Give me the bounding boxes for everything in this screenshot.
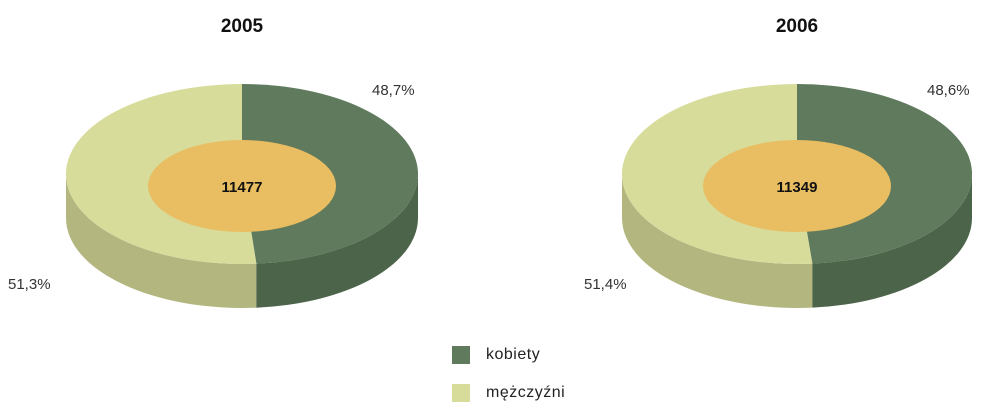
data-label-women: 48,7%: [372, 82, 415, 99]
slice-side-women: [256, 174, 418, 308]
legend: kobiety mężczyźni: [452, 344, 565, 420]
legend-swatch-men: [452, 384, 470, 402]
data-label-men: 51,3%: [8, 276, 51, 293]
total-label: 11477: [222, 179, 263, 196]
slice-side-women: [812, 174, 972, 308]
legend-item-women: kobiety: [452, 344, 565, 366]
data-label-men: 51,4%: [584, 276, 627, 293]
chart-title: 2006: [776, 16, 818, 37]
legend-label-men: mężczyźni: [486, 384, 566, 401]
legend-label-women: kobiety: [486, 346, 541, 363]
slice-side-men: [622, 174, 813, 308]
center-disc: [703, 140, 891, 232]
slice-side-men: [66, 174, 257, 308]
center-disc: [148, 140, 336, 232]
legend-swatch-women: [452, 346, 470, 364]
chart-title: 2005: [221, 16, 264, 37]
data-label-women: 48,6%: [927, 82, 970, 99]
legend-item-men: mężczyźni: [452, 382, 565, 404]
total-label: 11349: [777, 179, 818, 196]
